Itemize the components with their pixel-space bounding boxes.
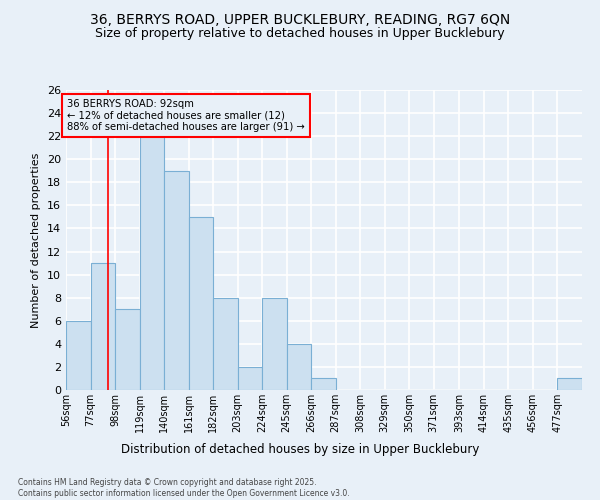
Bar xyxy=(262,298,287,390)
Text: Contains HM Land Registry data © Crown copyright and database right 2025.
Contai: Contains HM Land Registry data © Crown c… xyxy=(18,478,350,498)
Bar xyxy=(238,367,262,390)
Bar xyxy=(311,378,335,390)
Bar xyxy=(557,378,582,390)
Bar xyxy=(164,171,188,390)
Bar xyxy=(140,136,164,390)
Text: 36 BERRYS ROAD: 92sqm
← 12% of detached houses are smaller (12)
88% of semi-deta: 36 BERRYS ROAD: 92sqm ← 12% of detached … xyxy=(67,99,305,132)
Bar xyxy=(66,321,91,390)
Bar xyxy=(287,344,311,390)
Bar xyxy=(91,263,115,390)
Y-axis label: Number of detached properties: Number of detached properties xyxy=(31,152,41,328)
Bar xyxy=(213,298,238,390)
Text: Size of property relative to detached houses in Upper Bucklebury: Size of property relative to detached ho… xyxy=(95,28,505,40)
Text: Distribution of detached houses by size in Upper Bucklebury: Distribution of detached houses by size … xyxy=(121,442,479,456)
Bar xyxy=(188,217,213,390)
Text: 36, BERRYS ROAD, UPPER BUCKLEBURY, READING, RG7 6QN: 36, BERRYS ROAD, UPPER BUCKLEBURY, READI… xyxy=(90,12,510,26)
Bar xyxy=(115,309,140,390)
